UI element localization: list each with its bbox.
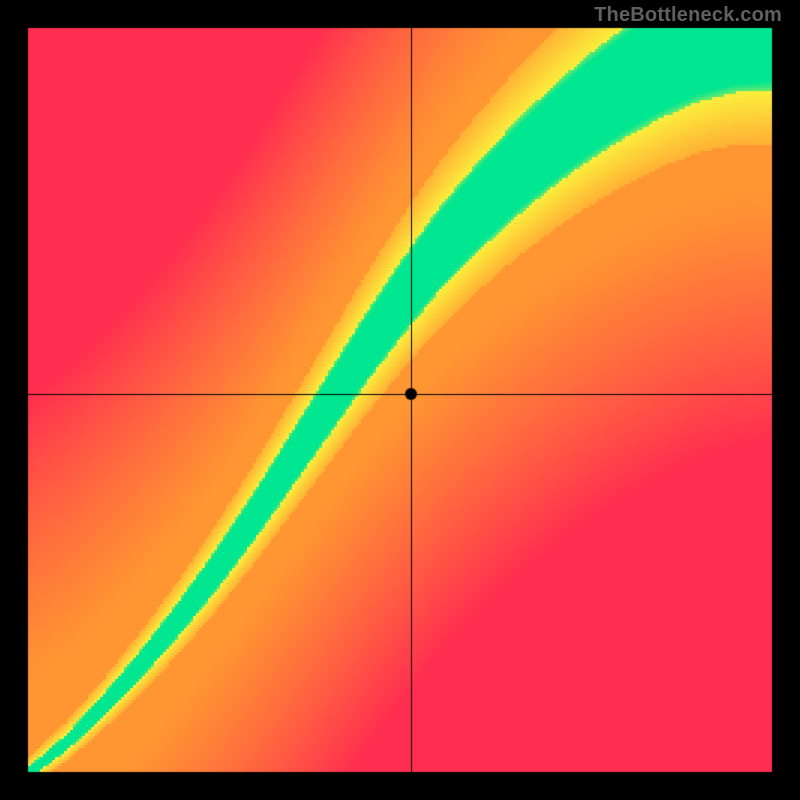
watermark: TheBottleneck.com xyxy=(594,4,782,27)
chart-container: TheBottleneck.com xyxy=(0,0,800,800)
heatmap-canvas xyxy=(0,0,800,800)
